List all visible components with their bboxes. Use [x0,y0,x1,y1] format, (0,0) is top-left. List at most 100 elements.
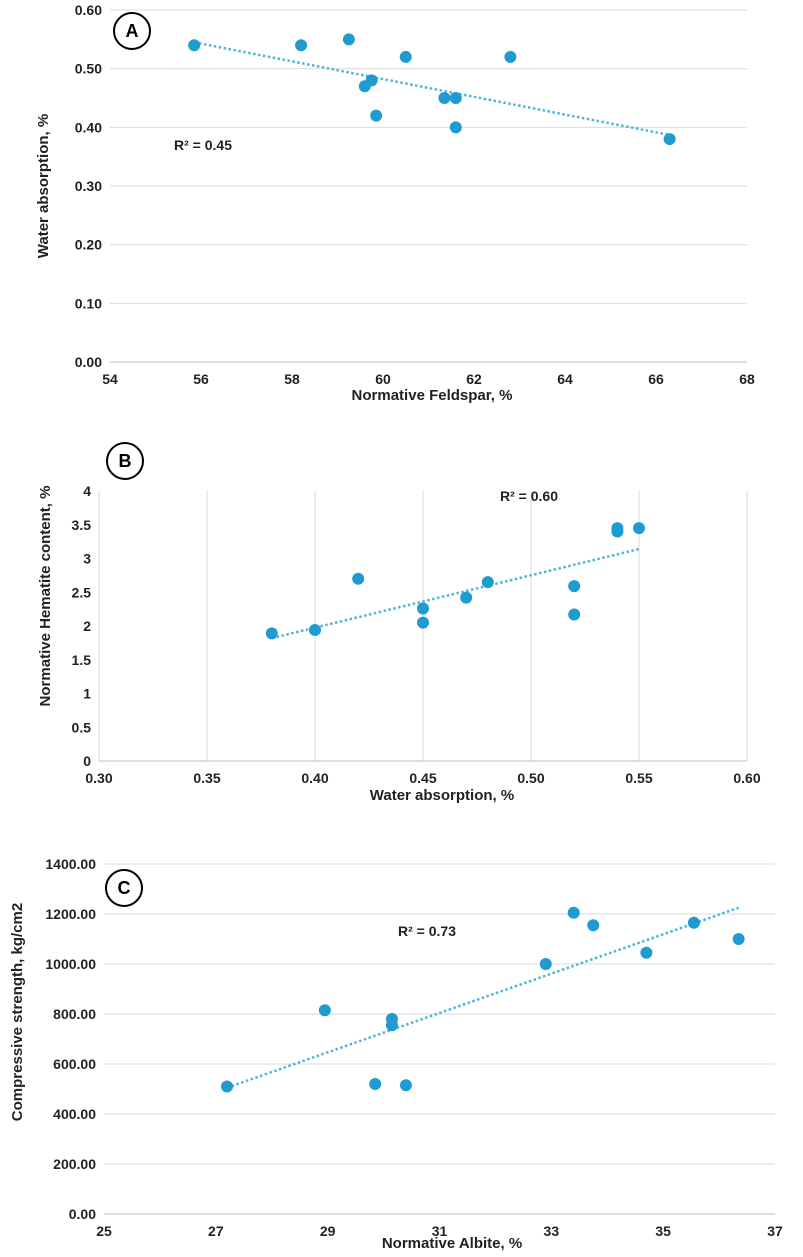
y-tick-label: 0.40 [75,119,102,135]
data-point [633,522,645,535]
y-tick-label: 0.60 [75,2,102,18]
data-point [640,946,653,959]
r-squared-label: R² = 0.60 [500,488,558,504]
y-tick-label: 1.5 [72,652,92,668]
trendline [271,547,640,640]
data-point [385,1019,398,1032]
data-point [438,92,451,104]
r-squared-label: R² = 0.73 [398,923,456,939]
data-point [504,50,517,63]
panel-label: C [118,878,131,898]
x-axis-label: Normative Feldspar, % [352,387,513,404]
y-axis-label: Water absorption, % [35,114,52,258]
data-point [611,525,624,538]
x-tick-label: 33 [544,1223,560,1239]
y-tick-label: 3.5 [72,517,92,533]
data-point [568,580,581,593]
x-tick-label: 25 [96,1223,112,1239]
panel-c-badge: C [105,869,143,907]
data-point [460,591,473,604]
x-tick-label: 31 [432,1223,448,1239]
y-tick-label: 0.30 [75,178,102,194]
y-tick-label: 0.00 [75,354,102,370]
chart-panel-a: 0.00 0.10 0.20 0.30 0.40 0.50 0.60 54 56 58 60 62 64… [35,2,755,404]
y-tick-label: 3 [83,551,91,567]
data-point [539,958,552,970]
data-point [587,919,600,932]
x-tick-label: 66 [648,371,664,387]
y-tick-label: 1400.00 [45,856,96,872]
data-point [417,616,429,629]
panel-label: A [126,21,139,41]
y-tick-label: 2 [83,618,91,634]
chart-panel-c: 0.00 200.00 400.00 600.00 800.00 1000.00 1200.… [9,856,783,1252]
y-tick-label: 0.20 [75,237,102,253]
panel-a-badge: A [113,12,151,50]
y-tick-label: 1 [83,686,91,702]
data-point [221,1080,234,1093]
x-tick-label: 35 [655,1223,671,1239]
x-tick-label: 0.30 [85,770,112,786]
y-tick-label: 400.00 [53,1106,96,1122]
y-axis-label: Normative Hematite content, % [37,486,54,707]
chart-panel-b: 0 0.5 1 1.5 2 2.5 3 3.5 4 0.30 0.35 0.40 0.45 0.50 0.5… [37,442,761,804]
data-point [449,92,462,104]
x-tick-label: 0.45 [409,770,436,786]
x-tick-label: 37 [767,1223,783,1239]
panel-label: B [119,451,132,471]
x-tick-label: 0.55 [625,770,652,786]
data-point [481,576,494,589]
data-point [295,39,308,52]
y-tick-label: 1000.00 [45,956,96,972]
x-tick-label: 0.60 [733,770,760,786]
data-point [352,572,365,585]
data-point [687,916,700,929]
x-tick-label: 27 [208,1223,224,1239]
y-tick-label: 1200.00 [45,906,96,922]
y-tick-label: 0.00 [69,1206,96,1222]
data-point [318,1004,331,1017]
x-tick-label: 68 [739,371,755,387]
data-point [399,50,412,63]
x-tick-label: 56 [193,371,209,387]
trendline [226,906,740,1089]
data-point [568,608,581,621]
y-tick-label: 0 [83,753,91,769]
x-tick-label: 58 [284,371,300,387]
x-tick-label: 0.35 [193,770,220,786]
y-axis-label: Compressive strength, kg/cm2 [9,903,26,1121]
x-tick-label: 29 [320,1223,336,1239]
r-squared-label: R² = 0.45 [174,137,232,153]
y-tick-label: 4 [83,483,91,499]
data-point [399,1079,412,1092]
y-tick-label: 0.10 [75,295,102,311]
x-tick-label: 0.40 [301,770,328,786]
panel-b-badge: B [106,442,144,480]
x-tick-label: 62 [466,371,482,387]
trendline [193,41,670,137]
data-point [265,627,278,640]
x-tick-label: 0.50 [517,770,544,786]
data-point [449,121,462,134]
x-axis-label: Normative Albite, % [382,1235,522,1252]
data-point [369,1078,382,1090]
x-tick-label: 54 [102,371,118,387]
data-point [309,624,321,637]
y-tick-label: 800.00 [53,1006,96,1022]
y-tick-label: 600.00 [53,1056,96,1072]
data-point [370,109,383,122]
data-point [663,133,676,146]
y-tick-label: 0.50 [75,61,102,77]
y-tick-label: 0.5 [72,719,92,735]
data-point [365,74,378,87]
x-axis-label: Water absorption, % [370,787,514,804]
data-point [342,33,355,46]
x-tick-label: 60 [375,371,391,387]
data-point [732,933,745,945]
data-point [188,39,201,52]
y-tick-label: 2.5 [72,584,92,600]
y-tick-label: 200.00 [53,1156,96,1172]
data-point [417,602,429,615]
data-point [567,906,580,919]
x-tick-label: 64 [557,371,573,387]
